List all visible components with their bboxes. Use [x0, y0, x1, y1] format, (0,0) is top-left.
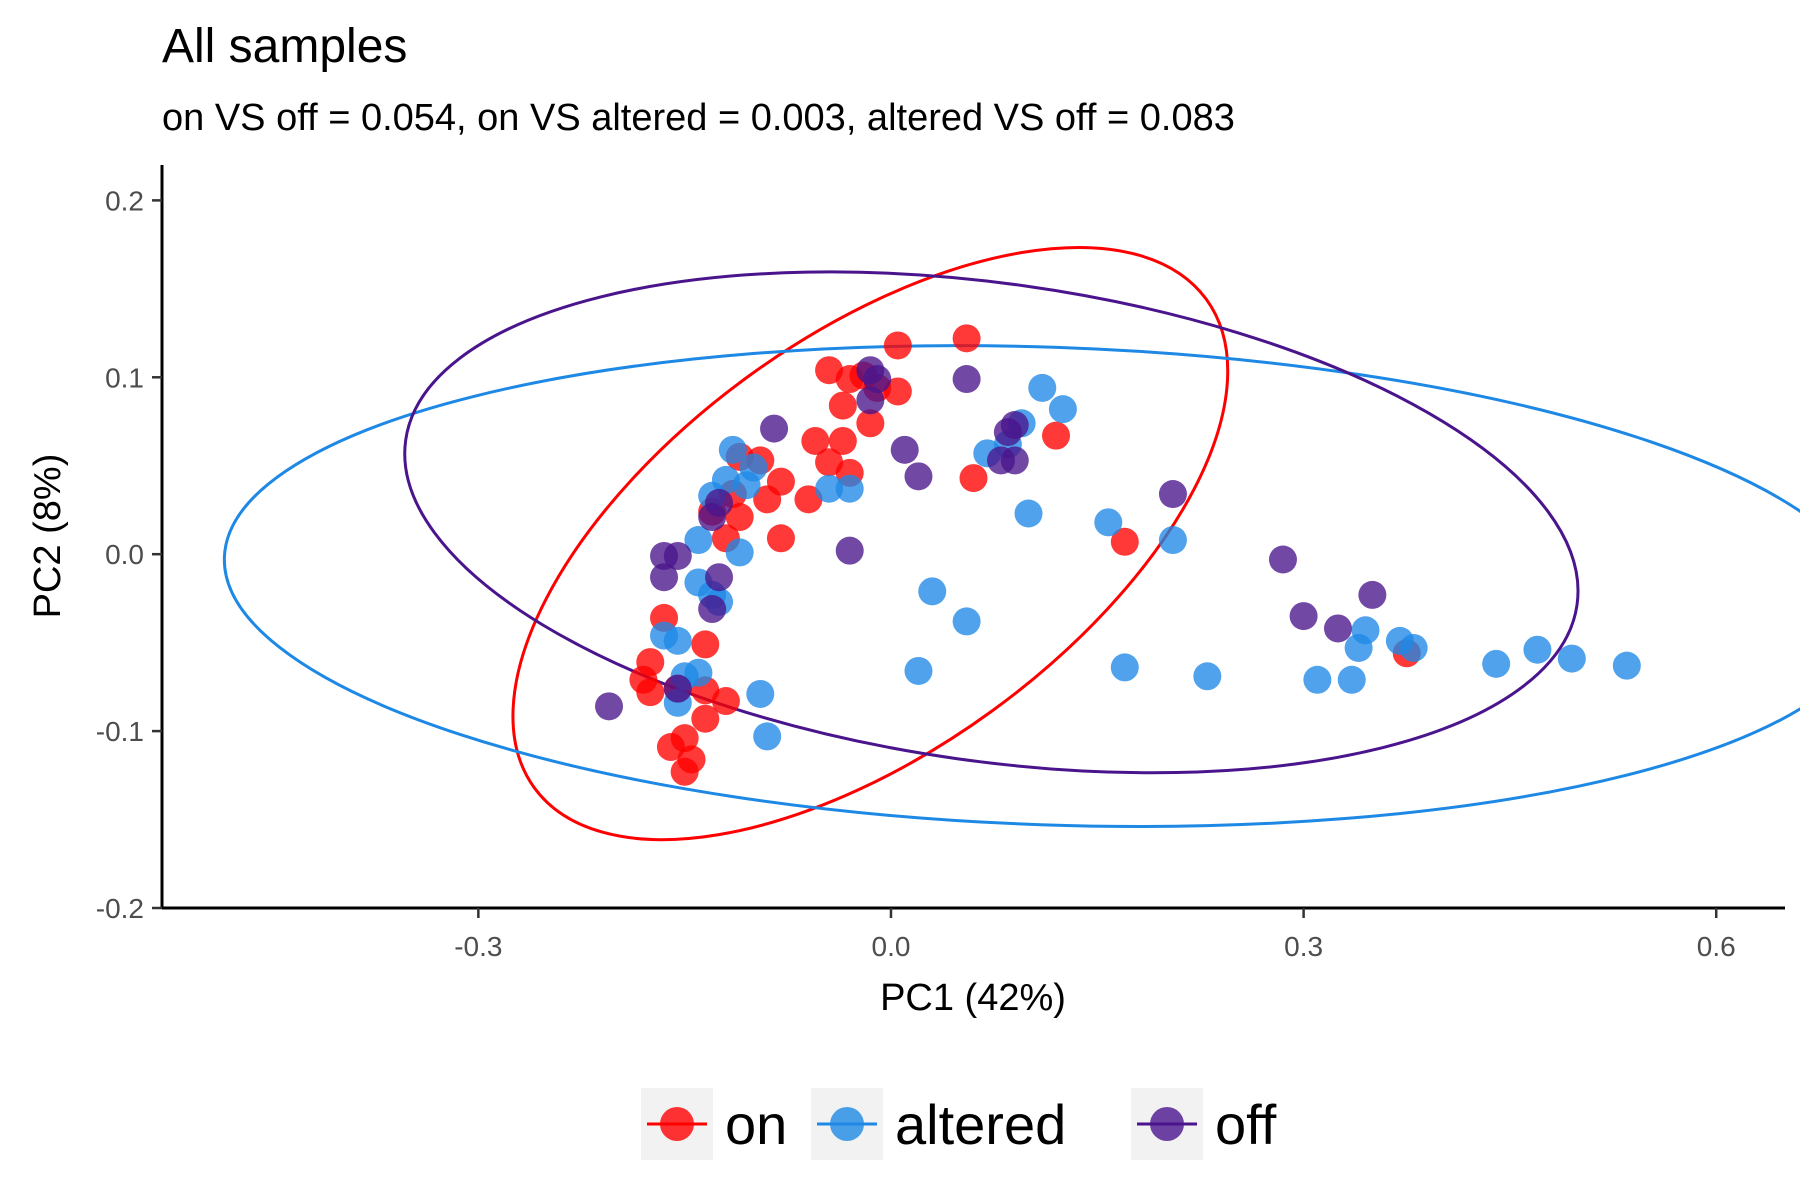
point-altered-33: [1337, 665, 1366, 694]
point-off-19: [698, 595, 727, 624]
y-tick-label-3: 0.1: [105, 362, 144, 393]
x-tick-layer: -0.3 0.0 0.3 0.6: [454, 908, 1736, 962]
y-tick-label-0: -0.2: [96, 893, 144, 924]
x-axis-title: PC1 (42%): [880, 977, 1066, 1019]
point-off-23: [1358, 580, 1387, 609]
point-altered-23: [663, 626, 692, 655]
point-altered-14: [1158, 526, 1187, 555]
point-altered-8: [732, 471, 761, 500]
point-off-22: [1323, 614, 1352, 643]
point-altered-1: [1048, 395, 1077, 424]
point-on-14: [959, 464, 988, 493]
point-off-11: [1158, 480, 1187, 509]
point-off-4: [760, 414, 789, 443]
y-tick-label-2: 0.0: [105, 539, 144, 570]
point-altered-27: [746, 679, 775, 708]
ellipse-off: [403, 270, 1580, 775]
legend: on altered off: [641, 1088, 1277, 1160]
point-altered-29: [904, 656, 933, 685]
x-tick-label-1: 0.0: [872, 931, 911, 962]
point-on-34: [691, 704, 720, 733]
point-off-13: [698, 503, 727, 532]
point-on-9: [801, 426, 830, 455]
ellipse-altered: [222, 344, 1800, 828]
point-on-11: [815, 448, 844, 477]
ellipse-layer: [222, 246, 1800, 842]
point-on-30: [636, 678, 665, 707]
point-altered-9: [815, 474, 844, 503]
point-off-18: [705, 563, 734, 592]
point-on-15: [1110, 527, 1139, 556]
point-off-17: [650, 563, 679, 592]
point-on-38: [670, 757, 699, 786]
legend-label-off: off: [1215, 1093, 1277, 1156]
point-altered-13: [1094, 508, 1123, 537]
point-on-27: [691, 630, 720, 659]
point-on-7: [883, 377, 912, 406]
point-off-24: [595, 692, 624, 721]
x-tick-label-0: -0.3: [454, 931, 502, 962]
point-altered-5: [718, 435, 747, 464]
chart-subtitle: on VS off = 0.054, on VS altered = 0.003…: [162, 97, 1235, 139]
point-off-21: [1289, 602, 1318, 631]
point-altered-21: [952, 607, 981, 636]
point-off-3: [952, 365, 981, 394]
point-on-1: [952, 324, 981, 353]
point-off-5: [890, 435, 919, 464]
point-altered-10: [835, 474, 864, 503]
point-off-9: [1000, 411, 1029, 440]
point-off-2: [856, 386, 885, 415]
legend-key-dot-on: [660, 1107, 694, 1141]
point-altered-40: [1557, 644, 1586, 673]
point-altered-28: [753, 722, 782, 751]
point-altered-16: [725, 538, 754, 567]
legend-label-altered: altered: [895, 1093, 1066, 1156]
x-tick-label-2: 0.3: [1284, 931, 1323, 962]
y-tick-label-4: 0.2: [105, 185, 144, 216]
point-altered-20: [918, 577, 947, 606]
point-off-14: [835, 536, 864, 565]
y-tick-label-1: -0.1: [96, 716, 144, 747]
point-altered-38: [1482, 649, 1511, 678]
point-off-16: [650, 541, 679, 570]
point-altered-32: [1303, 665, 1332, 694]
point-altered-15: [684, 526, 713, 555]
legend-label-on: on: [725, 1093, 787, 1156]
point-altered-39: [1523, 635, 1552, 664]
point-off-1: [863, 365, 892, 394]
point-on-23: [725, 503, 754, 532]
point-on-13: [1042, 421, 1071, 450]
point-off-25: [663, 674, 692, 703]
point-on-0: [883, 331, 912, 360]
point-altered-30: [1110, 653, 1139, 682]
point-layer: [595, 324, 1641, 786]
point-altered-12: [1014, 499, 1043, 528]
point-on-19: [753, 485, 782, 514]
point-altered-37: [1399, 633, 1428, 662]
legend-key-dot-off: [1150, 1107, 1184, 1141]
point-on-33: [711, 687, 740, 716]
legend-key-dot-altered: [830, 1107, 864, 1141]
x-tick-label-3: 0.6: [1697, 931, 1736, 962]
point-on-20: [794, 485, 823, 514]
point-altered-0: [1028, 373, 1057, 402]
point-on-8: [856, 409, 885, 438]
y-tick-layer: -0.2 -0.1 0.0 0.1 0.2: [96, 185, 162, 924]
point-on-36: [670, 724, 699, 753]
point-off-6: [904, 462, 933, 491]
point-altered-35: [1351, 616, 1380, 645]
point-altered-31: [1193, 662, 1222, 691]
point-altered-41: [1612, 651, 1641, 680]
point-on-5: [828, 391, 857, 420]
point-off-20: [1268, 545, 1297, 574]
y-axis-title: PC2 (8%): [27, 454, 69, 619]
point-on-10: [828, 426, 857, 455]
point-altered-25: [684, 658, 713, 687]
chart-title: All samples: [162, 20, 407, 73]
point-off-10: [1000, 446, 1029, 475]
point-on-25: [766, 524, 795, 553]
ellipse-on: [511, 246, 1230, 842]
